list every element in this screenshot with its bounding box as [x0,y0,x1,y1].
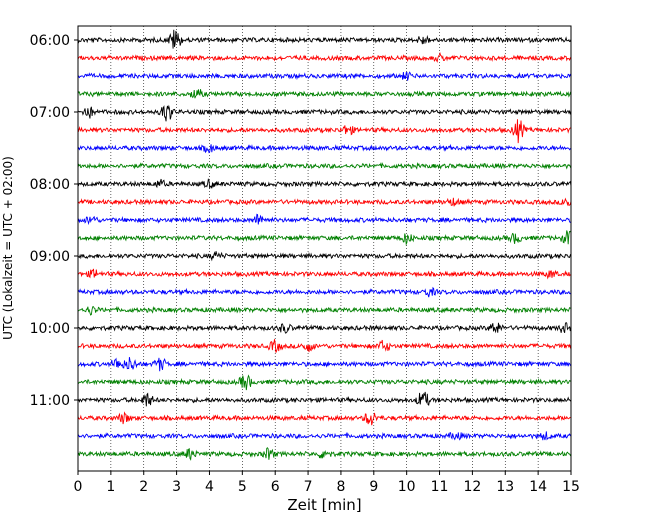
trace-1100 [77,391,572,407]
trace-0730 [77,143,572,154]
plot-area-background [78,26,571,471]
y-tick-label: 10:00 [30,321,70,337]
y-tick-label: 08:00 [30,177,70,193]
x-tick-label: 12 [463,479,481,495]
x-tick-label: 13 [496,479,514,495]
trace-1130 [77,431,572,441]
x-tick-label: 0 [74,479,83,495]
y-axis-label: UTC (Lokalzeit = UTC + 02:00) [1,156,15,340]
trace-1145 [77,447,572,461]
x-tick-label: 3 [172,479,181,495]
trace-0600 [77,29,572,49]
x-tick-label: 4 [205,479,214,495]
trace-0900 [77,251,572,262]
trace-0630 [77,71,572,81]
x-tick-label: 2 [139,479,148,495]
trace-0715 [77,119,572,144]
x-tick-label: 1 [106,479,115,495]
trace-1115 [77,411,572,426]
trace-1000 [77,321,572,334]
trace-1045 [77,374,572,391]
trace-1030 [77,357,572,372]
trace-0830 [77,213,572,226]
trace-1015 [77,339,572,353]
x-tick-label: 11 [431,479,449,495]
x-tick-label: 14 [529,479,547,495]
x-tick-label: 6 [271,479,280,495]
y-axis-ticks: 06:00 07:00 08:00 09:00 10:00 11:00 [30,33,78,409]
trace-0915 [77,268,572,280]
trace-0945 [77,305,572,316]
y-tick-label: 06:00 [30,33,70,49]
x-tick-label: 9 [369,479,378,495]
x-tick-label: 15 [562,479,580,495]
trace-0930 [77,286,572,298]
x-axis-label: Zeit [min] [287,496,361,514]
y-tick-label: 11:00 [30,393,70,409]
x-tick-label: 8 [336,479,345,495]
grid-lines [110,26,539,471]
x-tick-label: 10 [398,479,416,495]
trace-0745 [77,161,572,170]
trace-0800 [77,178,572,189]
y-tick-label: 09:00 [30,249,70,265]
x-axis-ticks: 0 1 2 3 4 5 6 7 8 9 10 11 12 13 14 15 [74,471,580,495]
trace-0845 [77,230,572,246]
seismic-traces [77,29,572,461]
trace-0645 [77,89,572,99]
trace-0700 [77,104,572,122]
x-tick-label: 5 [238,479,247,495]
trace-0815 [77,197,572,207]
y-tick-label: 07:00 [30,105,70,121]
x-tick-label: 7 [304,479,313,495]
plot-frame [77,25,572,472]
trace-0615 [77,51,572,63]
